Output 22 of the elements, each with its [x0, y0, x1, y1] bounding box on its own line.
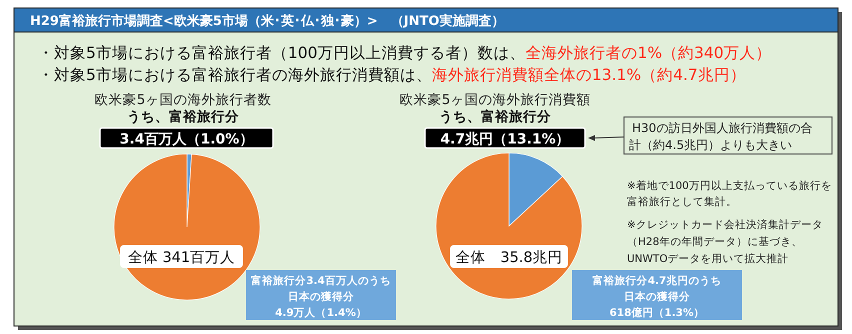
slice-label: 4.7兆円（13.1%） [440, 132, 570, 148]
chart-title: 欧米豪5ヶ国の海外旅行消費額 [400, 92, 590, 108]
text: ・対象5市場における富裕旅行者（100万円以上消費する者）数は、 [38, 44, 526, 62]
text: （H28年の年間データ）に基づき、 [627, 235, 802, 248]
text: 富裕旅行として集計。 [627, 195, 737, 208]
text: H29富裕旅行市場調査<欧米豪5市場（米･英･仏･独･豪）> （JNTO実施調査） [30, 13, 504, 29]
text: ※クレジットカード会社決済集計データ [627, 218, 823, 231]
japan-share-box: 富裕旅行分3.4百万人のうち 日本の獲得分 4.9万人（1.4%） [246, 270, 396, 320]
slice-label: 全体 35.8兆円 [455, 249, 563, 266]
chart-subtitle: うち、富裕旅行分 [127, 108, 240, 125]
text: H30の訪日外国人旅行消費額の合 [632, 121, 812, 135]
text: 海外旅行消費額全体の13.1%（約4.7兆円） [432, 66, 746, 84]
text: ・対象5市場における富裕旅行者の海外旅行消費額は、 [38, 66, 432, 84]
chart-title: 欧米豪5ヶ国の海外旅行者数 [94, 92, 272, 108]
slice-label: 3.4百万人（1.0%） [120, 132, 254, 148]
text: ※着地で100万円以上支払っている旅行を [627, 179, 832, 192]
text: UNWTOデータを用いて拡大推計 [627, 252, 789, 265]
text: 計（約4.5兆円）よりも大きい [629, 138, 792, 152]
japan-share-box: 富裕旅行分4.7兆円のうち 日本の獲得分 618億円（1.3%） [572, 270, 742, 320]
text: 全海外旅行者の1%（約340万人） [525, 44, 772, 62]
chart-subtitle: うち、富裕旅行分 [439, 108, 552, 125]
slice-label: 全体 341百万人 [128, 249, 236, 266]
